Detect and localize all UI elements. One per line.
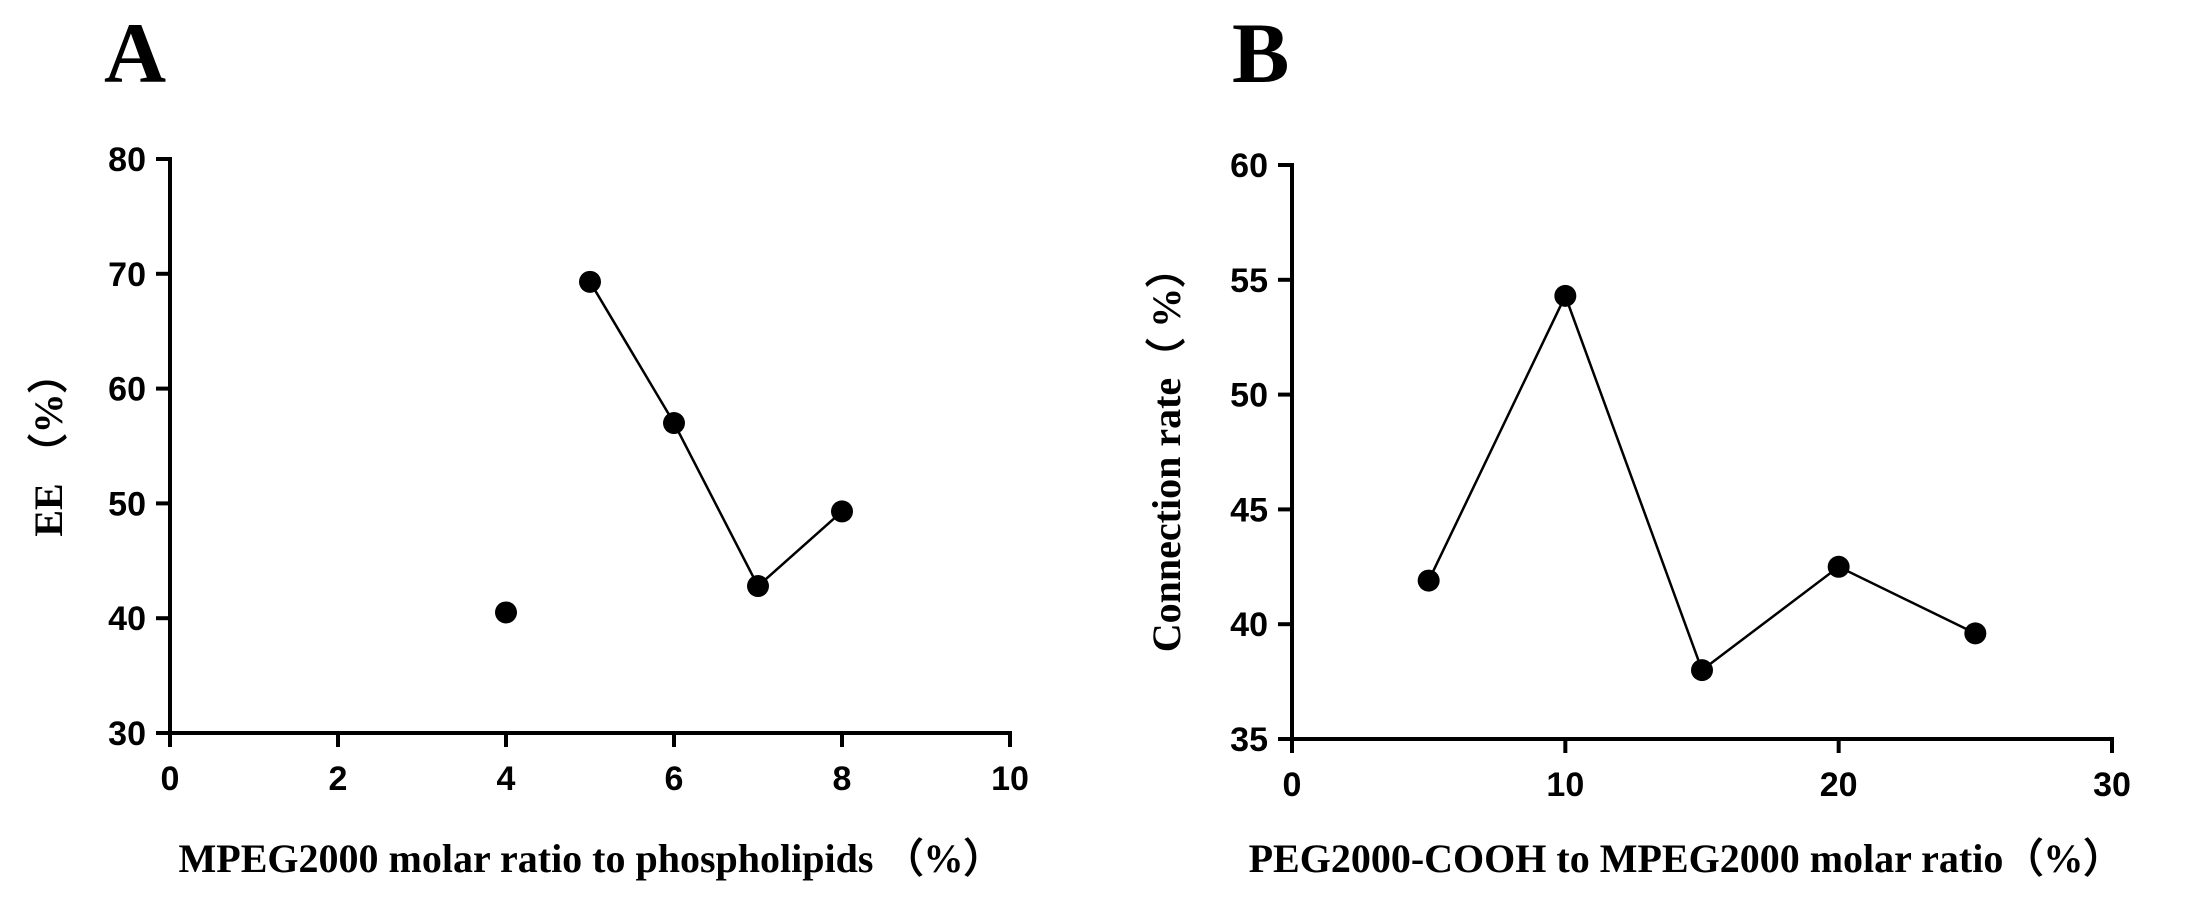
- x-tick-label-a-0: 0: [161, 760, 180, 798]
- y-tick-label-b-0: 35: [1230, 721, 1268, 759]
- ticks-a: 0 2 4 6 8 10 30 40 50 60 70 80: [108, 141, 1029, 798]
- data-point-a-0: [495, 601, 517, 624]
- y-tick-label-b-2: 45: [1230, 491, 1268, 529]
- data-point-b-4: [1964, 622, 1987, 645]
- panel-label-a: A: [104, 5, 166, 101]
- y-tick-label-b-1: 40: [1230, 606, 1268, 644]
- x-tick-label-b-2: 20: [1820, 766, 1858, 804]
- y-tick-label-a-0: 30: [108, 715, 146, 753]
- y-tick-label-b-4: 55: [1230, 262, 1268, 300]
- x-tick-label-a-3: 6: [665, 760, 684, 798]
- x-tick-label-a-2: 4: [497, 760, 516, 798]
- y-tick-label-a-4: 70: [108, 256, 146, 294]
- series-line-a: [588, 281, 843, 589]
- data-point-b-2: [1691, 659, 1713, 682]
- series-line-b: [1427, 292, 1976, 673]
- y-tick-label-b-5: 60: [1230, 147, 1268, 185]
- x-tick-label-a-4: 8: [833, 760, 852, 798]
- x-tick-label-a-1: 2: [329, 760, 348, 798]
- markers-a: [495, 270, 853, 624]
- chart-panel-a: A 0 2 4 6 8 10 30 40 50 60 70 80 MPEG2000 molar rat…: [26, 5, 1029, 881]
- data-point-b-3: [1827, 555, 1850, 578]
- data-point-a-2: [663, 412, 685, 435]
- data-point-a-3: [747, 575, 769, 598]
- y-tick-label-a-1: 40: [108, 600, 146, 638]
- markers-b: [1417, 284, 1987, 682]
- x-tick-label-b-3: 30: [2093, 766, 2131, 804]
- data-point-a-1: [579, 270, 601, 293]
- y-tick-label-b-3: 50: [1230, 377, 1268, 415]
- x-tick-label-b-0: 0: [1283, 766, 1302, 804]
- ticks-b: 0 10 20 30 35 40 45 50 55 60: [1230, 147, 2131, 804]
- data-point-b-0: [1417, 569, 1440, 592]
- y-tick-label-a-3: 60: [108, 371, 146, 409]
- y-axis-title-b: Connection rate（ %）: [1144, 248, 1189, 652]
- x-tick-label-a-5: 10: [991, 760, 1029, 798]
- chart-panel-b: B 0 10 20 30 35 40 45 50 55 60 PEG2000-COOH to MP…: [1144, 5, 2131, 881]
- x-axis-title-b: PEG2000-COOH to MPEG2000 molar ratio（%）: [1249, 836, 2124, 881]
- data-point-b-1: [1554, 284, 1577, 307]
- y-tick-label-a-2: 50: [108, 485, 146, 523]
- data-point-a-4: [831, 500, 853, 523]
- y-axis-title-a: EE （%）: [26, 353, 71, 536]
- y-tick-label-a-5: 80: [108, 141, 146, 179]
- panel-label-b: B: [1232, 5, 1289, 101]
- x-tick-label-b-1: 10: [1546, 766, 1584, 804]
- x-axis-title-a: MPEG2000 molar ratio to phospholipids （%…: [179, 836, 1004, 881]
